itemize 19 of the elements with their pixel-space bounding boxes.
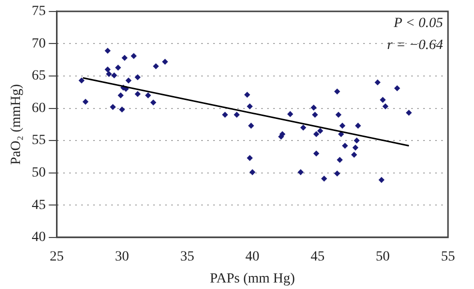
x-tick-label: 35: [180, 249, 194, 264]
y-axis-title: PaO₂ (mmHg): [9, 84, 24, 165]
y-tick-label: 55: [32, 133, 46, 148]
y-tick-label: 60: [32, 100, 46, 116]
y-tick-label: 75: [32, 4, 46, 20]
y-tick-label: 70: [32, 36, 46, 52]
x-tick-label: 30: [115, 249, 129, 264]
y-tick-label: 65: [32, 68, 46, 84]
y-tick-label: 45: [32, 198, 46, 213]
y-tick-label: 40: [32, 230, 46, 246]
x-tick-label: 45: [310, 249, 325, 264]
x-tick-label: 40: [245, 249, 260, 264]
x-tick-label: 55: [441, 249, 455, 264]
y-tick-label: 50: [32, 166, 46, 180]
x-tick-label: 25: [50, 249, 64, 264]
x-axis-title: PAPs (mm Hg): [210, 271, 296, 286]
annotation: r = −0.64: [387, 38, 443, 54]
annotation: P < 0.05: [392, 16, 443, 32]
x-tick-label: 50: [376, 249, 390, 264]
